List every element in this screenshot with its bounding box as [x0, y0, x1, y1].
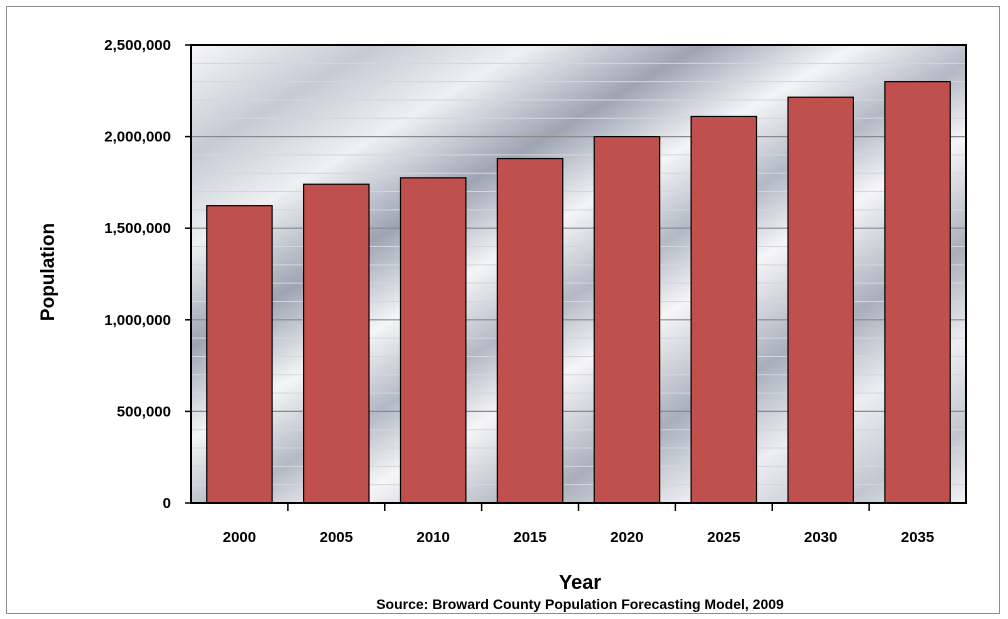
- y-axis-ticks: 0 500,000 1,000,000 1,500,000 2,000,000 2,500…: [104, 37, 191, 512]
- source-note: Source: Broward County Population Foreca…: [376, 596, 784, 612]
- bar-2010: [399, 177, 467, 504]
- y-tick-label: 1,000,000: [104, 312, 171, 329]
- x-tick-label: 2015: [513, 529, 546, 546]
- y-tick-label: 2,000,000: [104, 129, 171, 146]
- x-tick-label: 2000: [223, 529, 256, 546]
- x-tick-label: 2025: [707, 529, 740, 546]
- x-tick-label: 2030: [804, 529, 837, 546]
- bars: [206, 81, 951, 504]
- bar-2020: [593, 136, 661, 504]
- x-tick-label: 2005: [320, 529, 353, 546]
- x-tick-label: 2035: [901, 529, 934, 546]
- bar-2025: [690, 115, 758, 504]
- bar-2000: [206, 205, 273, 504]
- y-tick-label: 1,500,000: [104, 220, 171, 237]
- bar-2035: [884, 81, 951, 504]
- y-tick-label: 500,000: [117, 403, 171, 420]
- y-axis-title: Population: [38, 223, 59, 321]
- x-axis-title: Year: [559, 572, 601, 594]
- y-tick-label: 2,500,000: [104, 37, 171, 54]
- x-axis-ticks: 2000 2005 2010 2015 2020 2025 2030 2035: [223, 503, 934, 546]
- y-tick-label: 0: [163, 495, 171, 512]
- bar-2030: [787, 96, 854, 504]
- bar-2005: [303, 183, 370, 504]
- bar-2015: [496, 157, 564, 504]
- x-tick-label: 2010: [417, 529, 450, 546]
- x-tick-label: 2020: [610, 529, 643, 546]
